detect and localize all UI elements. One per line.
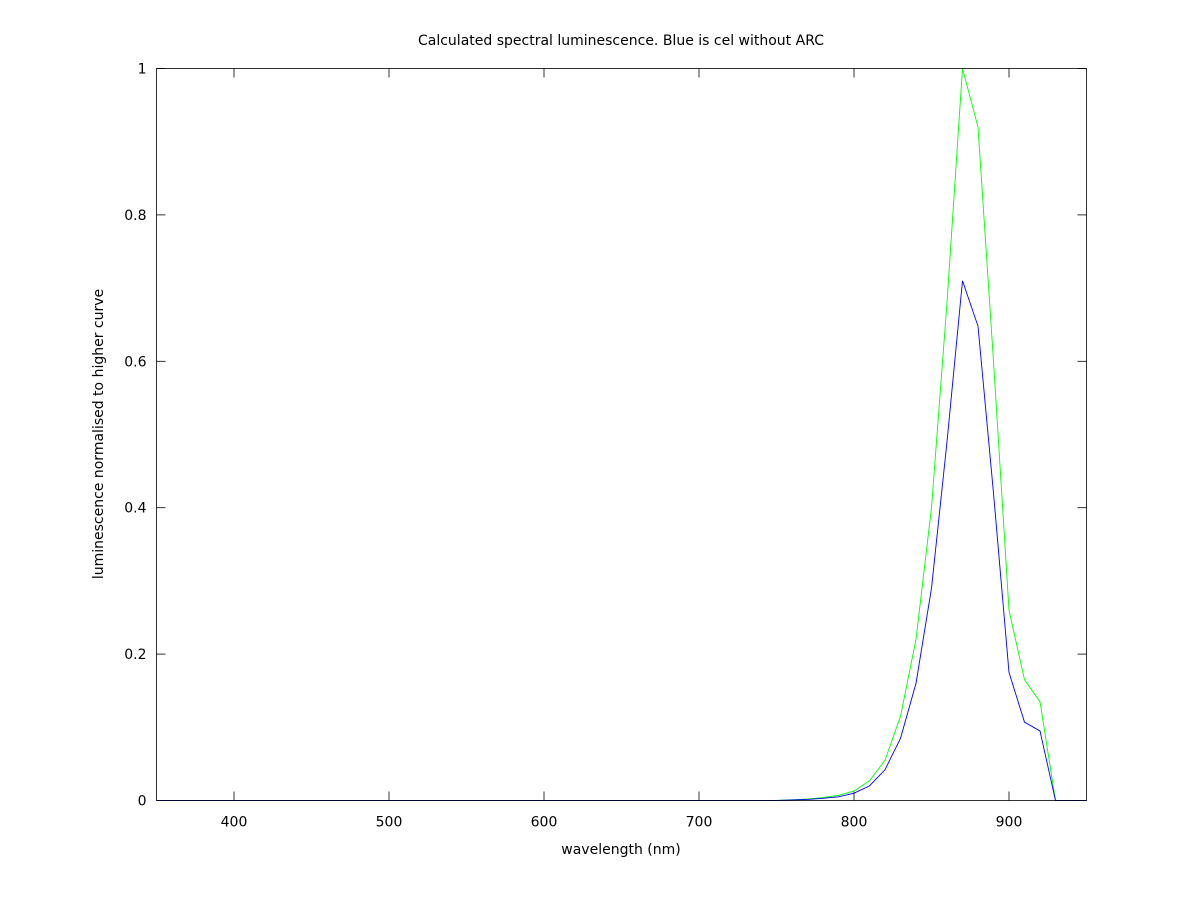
chart-title: Calculated spectral luminescence. Blue i… — [418, 33, 824, 49]
series-line-1 — [156, 68, 1087, 801]
x-axis-label: wavelength (nm) — [561, 842, 680, 858]
axis-ticks: 400 500 600 700 800 900 0 0.2 0.4 0.6 0.8 1 — [124, 62, 1087, 831]
y-axis-label: luminescence normalised to higher curve — [91, 289, 107, 579]
x-tick-label: 500 — [376, 815, 403, 831]
x-tick-label: 400 — [221, 815, 248, 831]
y-tick-label: 0.2 — [124, 647, 146, 663]
plot-frame — [156, 68, 1087, 801]
y-tick-label: 0.6 — [124, 354, 146, 370]
y-tick-label: 0 — [138, 794, 147, 810]
y-tick-label: 0.8 — [124, 208, 146, 224]
x-tick-label: 600 — [531, 815, 558, 831]
data-series — [156, 68, 1087, 801]
series-line-2 — [156, 280, 1087, 801]
x-tick-label: 900 — [996, 815, 1023, 831]
x-tick-label: 700 — [686, 815, 713, 831]
x-tick-label: 800 — [841, 815, 868, 831]
y-tick-label: 0.4 — [124, 501, 146, 517]
y-tick-label: 1 — [138, 62, 147, 78]
